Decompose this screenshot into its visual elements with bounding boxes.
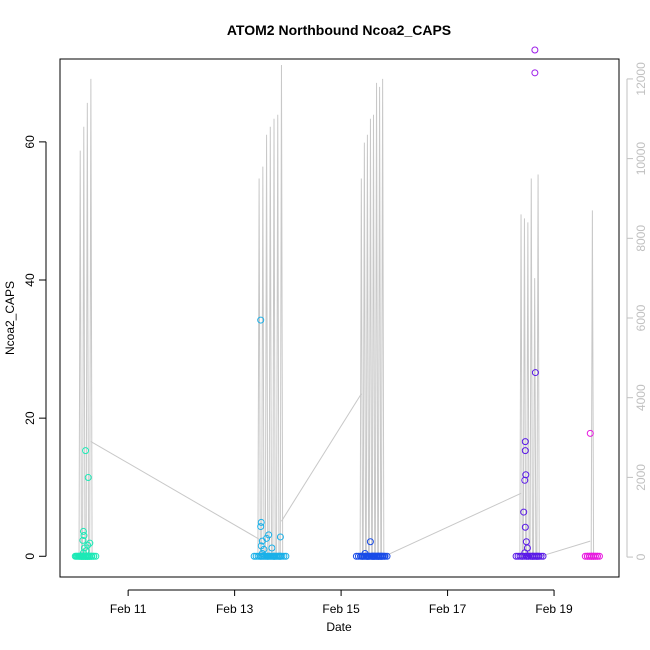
data-point (593, 552, 601, 560)
data-point (79, 527, 87, 535)
x-tick-label: Feb 13 (216, 602, 254, 616)
secondary-line-connector (382, 492, 522, 558)
secondary-line-burst (519, 174, 540, 558)
data-point (84, 541, 92, 549)
data-point (366, 538, 374, 546)
x-tick-label: Feb 19 (535, 602, 573, 616)
axes-group: 0 20 40 60 0 2000 4000 6000 8000 10000 12000 Feb 11… (23, 62, 648, 616)
y2-tick-label: 6000 (634, 304, 648, 331)
data-point (86, 539, 94, 547)
data-point (521, 447, 529, 455)
y2-tick-label: 12000 (634, 62, 648, 96)
data-point (84, 474, 92, 482)
data-point (278, 552, 286, 560)
plot-frame (59, 58, 620, 578)
secondary-line-burst (359, 78, 385, 558)
data-point (265, 531, 273, 539)
y2-tick-label: 2000 (634, 464, 648, 491)
data-point (82, 447, 90, 455)
data-point (591, 552, 599, 560)
data-point (521, 438, 529, 446)
secondary-line-connector (90, 441, 260, 540)
secondary-line-burst (590, 210, 595, 558)
data-point (520, 508, 528, 516)
y-tick-label: 40 (23, 273, 37, 287)
secondary-series-line (78, 64, 595, 558)
data-point (282, 552, 290, 560)
data-point (88, 552, 96, 560)
x-axis-label: Date (326, 620, 352, 634)
y-tick-label: 20 (23, 411, 37, 425)
points-group (71, 46, 603, 560)
data-point (280, 552, 288, 560)
data-point (257, 523, 265, 531)
data-point (531, 69, 539, 77)
x-tick-label: Feb 17 (429, 602, 467, 616)
secondary-line-burst (78, 78, 93, 558)
y2-tick-label: 4000 (634, 384, 648, 411)
data-point (531, 369, 539, 377)
data-point (586, 429, 594, 437)
x-tick-label: Feb 15 (322, 602, 360, 616)
data-point (383, 552, 391, 560)
data-point (381, 552, 389, 560)
data-point (522, 471, 530, 479)
y-axis-label: Ncoa2_CAPS (3, 281, 17, 355)
chart-title: ATOM2 Northbound Ncoa2_CAPS (227, 22, 451, 38)
x-tick-label: Feb 11 (110, 602, 147, 616)
data-point (522, 538, 530, 546)
data-point (539, 552, 547, 560)
data-point (90, 552, 98, 560)
data-point (263, 534, 271, 542)
data-point (276, 533, 284, 541)
data-point (595, 552, 603, 560)
data-point (379, 552, 387, 560)
secondary-line-connector (537, 540, 591, 558)
data-point (531, 46, 539, 54)
data-point (92, 552, 100, 560)
data-point (79, 536, 87, 544)
data-point (257, 542, 265, 550)
y2-tick-label: 10000 (634, 142, 648, 176)
data-point (257, 316, 265, 324)
secondary-line-connector (281, 393, 362, 522)
data-point (535, 552, 543, 560)
data-point (268, 544, 276, 552)
data-point (80, 532, 88, 540)
data-point (537, 552, 545, 560)
data-point (521, 523, 529, 531)
y2-tick-label: 8000 (634, 225, 648, 252)
data-point (520, 552, 528, 560)
secondary-line-burst (257, 64, 284, 558)
y-tick-label: 60 (23, 135, 37, 149)
y2-tick-label: 0 (634, 553, 648, 560)
y-tick-label: 0 (23, 553, 37, 560)
data-point (257, 518, 265, 526)
